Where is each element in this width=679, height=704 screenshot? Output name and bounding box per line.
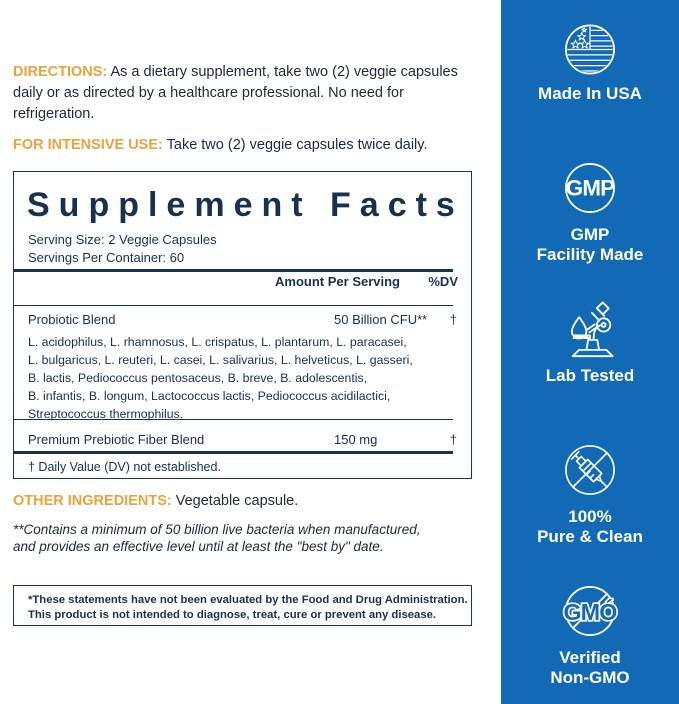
svg-text:GMÓ: GMÓ [564,598,618,625]
svg-text:GMP: GMP [566,175,615,200]
